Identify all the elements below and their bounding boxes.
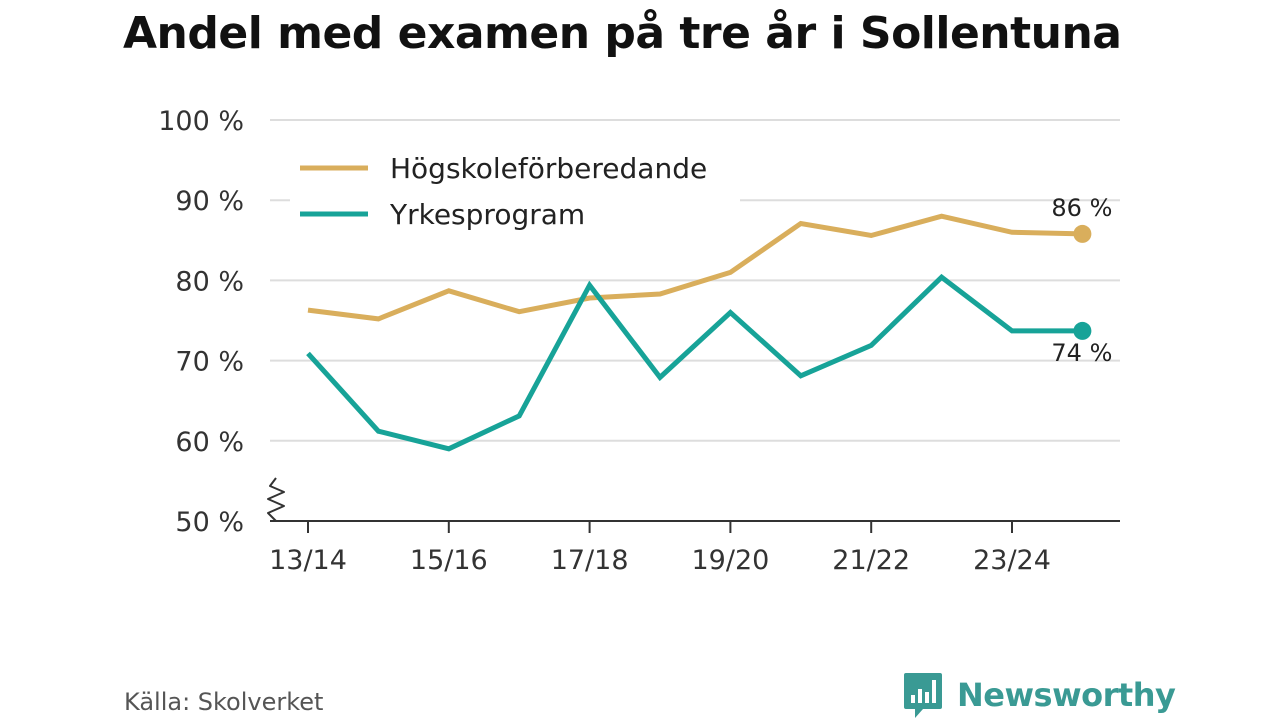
x-tick-label: 15/16 [410,545,488,576]
y-tick-label: 50 % [175,507,244,538]
brand-name: Newsworthy [957,676,1176,714]
x-tick-label: 17/18 [551,545,629,576]
newsworthy-logo-icon [904,673,942,718]
legend: Högskoleförberedande Yrkesprogram [290,140,740,240]
y-tick-label: 60 % [175,427,244,458]
legend-background [290,140,740,240]
end-label: 86 % [1051,194,1112,222]
y-tick-label: 80 % [175,266,244,297]
legend-label: Högskoleförberedande [390,152,707,185]
y-tick-label: 100 % [158,106,244,137]
series-end-marker [1073,224,1092,243]
x-axis: 13/14 15/16 17/18 19/20 21/22 23/24 [269,520,1120,576]
x-tick-label: 23/24 [973,545,1051,576]
y-tick-label: 70 % [175,347,244,378]
y-axis: 50 % 60 % 70 % 80 % 90 % 100 % [158,106,285,538]
chart-title: Andel med examen på tre år i Sollentuna [123,8,1122,59]
source-note: Källa: Skolverket [124,688,324,716]
axis-break-icon [267,477,285,522]
legend-label: Yrkesprogram [389,198,585,231]
series-line [307,213,1083,322]
x-tick-label: 19/20 [691,545,769,576]
series-end-marker [1073,321,1092,340]
y-tick-label: 90 % [175,186,244,217]
brand-logo: Newsworthy [903,670,1176,720]
series-lines [306,213,1092,452]
x-tick-label: 21/22 [832,545,910,576]
series-line [306,273,1083,452]
end-label: 74 % [1051,339,1112,367]
end-labels: 86 % 74 % [1051,194,1112,367]
x-tick-label: 13/14 [269,545,347,576]
